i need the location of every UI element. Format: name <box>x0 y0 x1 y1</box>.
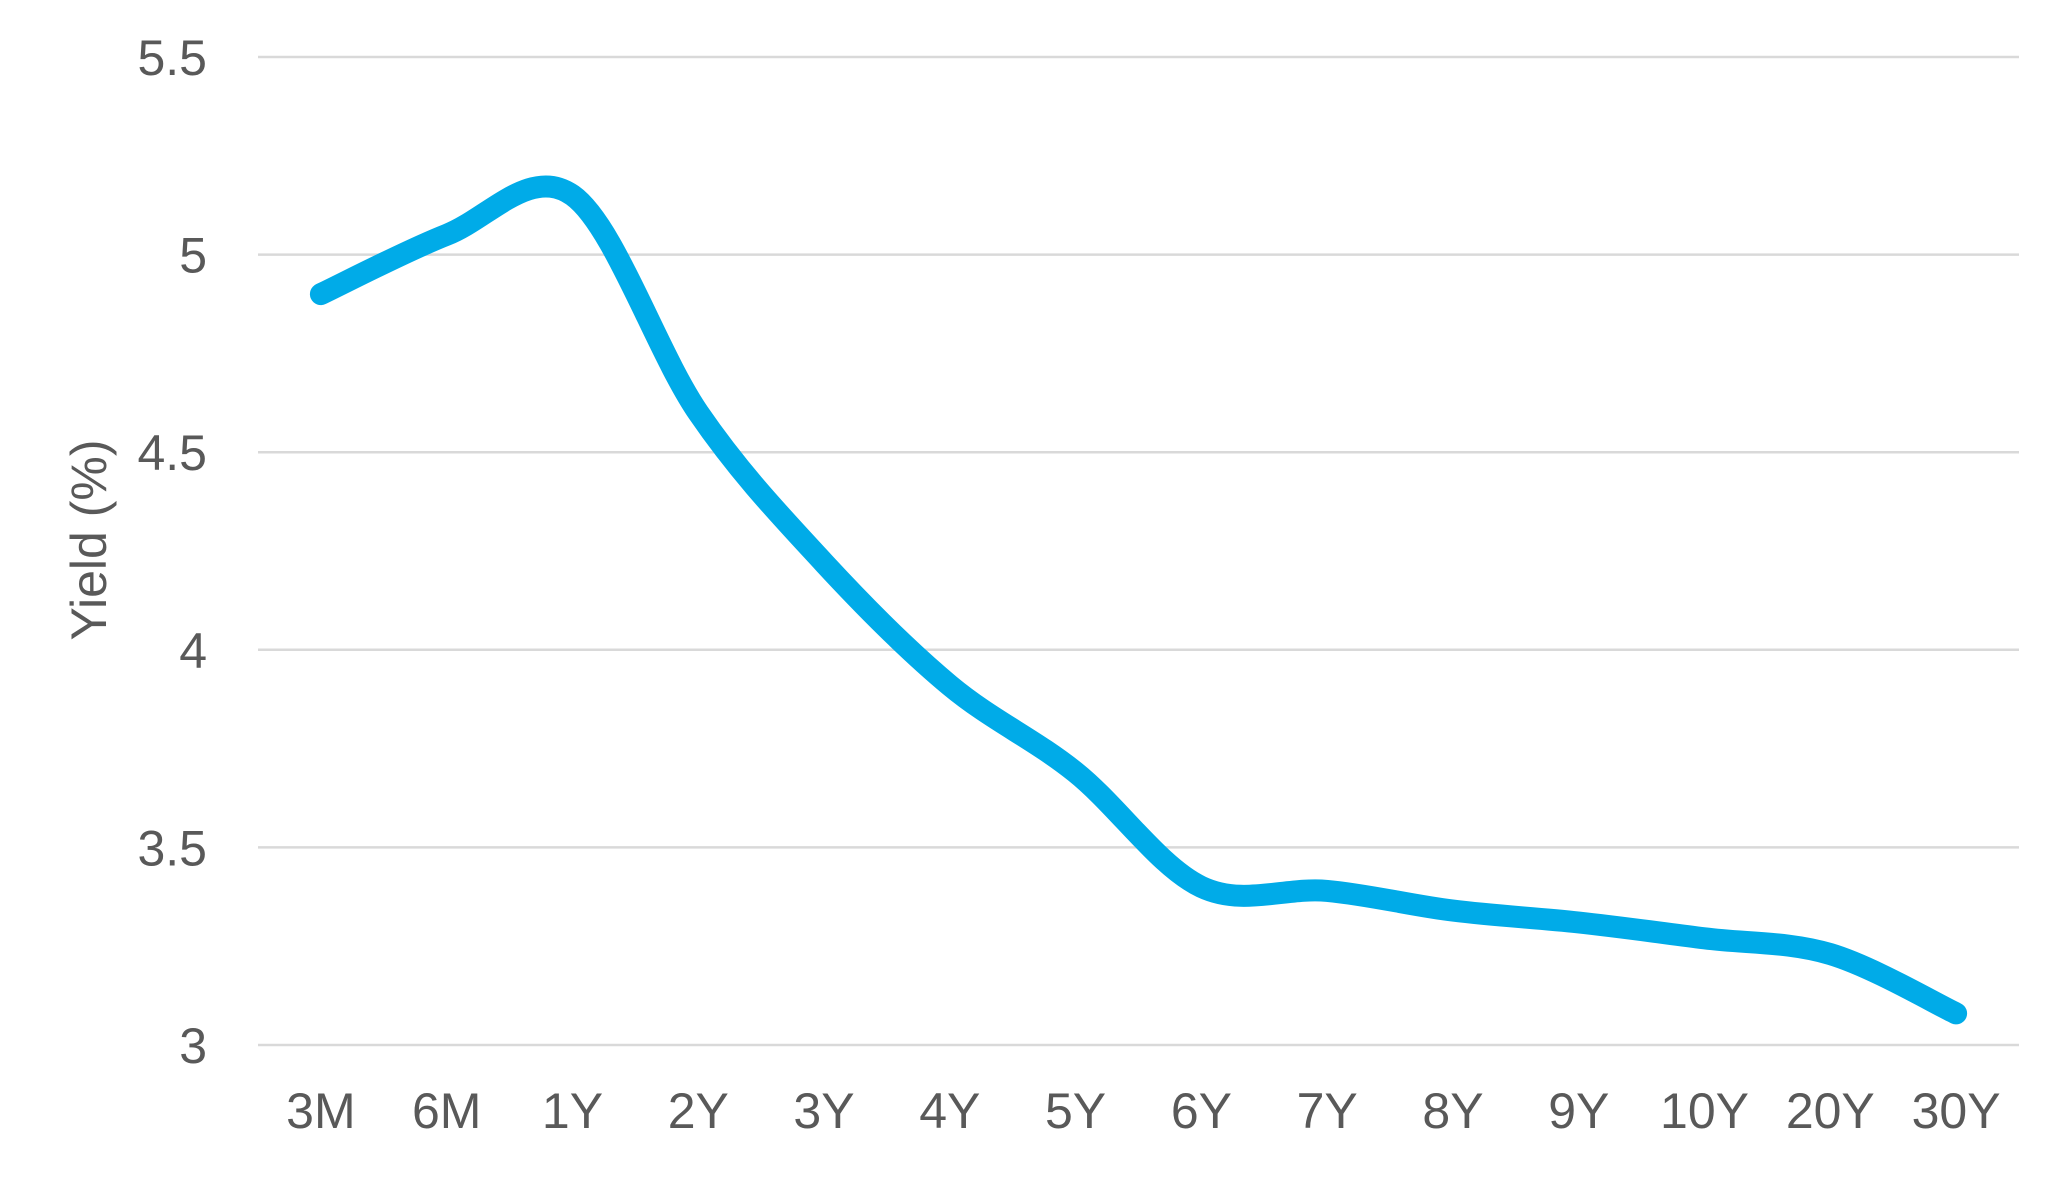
y-tick-label: 3 <box>179 1018 207 1074</box>
y-tick-label: 5.5 <box>137 30 207 86</box>
gridlines <box>258 55 2019 1047</box>
x-axis-label: 10Y <box>1660 1083 1749 1139</box>
x-axis-label: 4Y <box>919 1083 980 1139</box>
x-axis-label: 2Y <box>668 1083 729 1139</box>
x-axis-label: 1Y <box>542 1083 603 1139</box>
y-tick-label: 4.5 <box>137 425 207 481</box>
x-axis-label: 30Y <box>1912 1083 2001 1139</box>
x-axis-label: 3Y <box>793 1083 854 1139</box>
x-axis-label: 3M <box>286 1083 355 1139</box>
x-axis-label: 9Y <box>1548 1083 1609 1139</box>
y-tick-label: 4 <box>179 623 207 679</box>
x-axis-label: 7Y <box>1297 1083 1358 1139</box>
x-axis-category-labels: 3M 6M 1Y 2Y 3Y 4Y 5Y 6Y 7Y 8Y 9Y 10Y 20Y 30Y <box>286 1083 2000 1139</box>
x-axis-label: 6M <box>412 1083 481 1139</box>
y-axis-tick-labels: 3 3.5 4 4.5 5 5.5 <box>137 30 207 1074</box>
x-axis-label: 8Y <box>1422 1083 1483 1139</box>
y-tick-label: 5 <box>179 228 207 284</box>
x-axis-label: 5Y <box>1045 1083 1106 1139</box>
x-axis-label: 6Y <box>1171 1083 1232 1139</box>
yield-curve-line <box>309 175 1968 1025</box>
x-axis-label: 20Y <box>1786 1083 1875 1139</box>
y-axis-title: Yield (%) <box>61 440 117 641</box>
y-tick-label: 3.5 <box>137 820 207 876</box>
